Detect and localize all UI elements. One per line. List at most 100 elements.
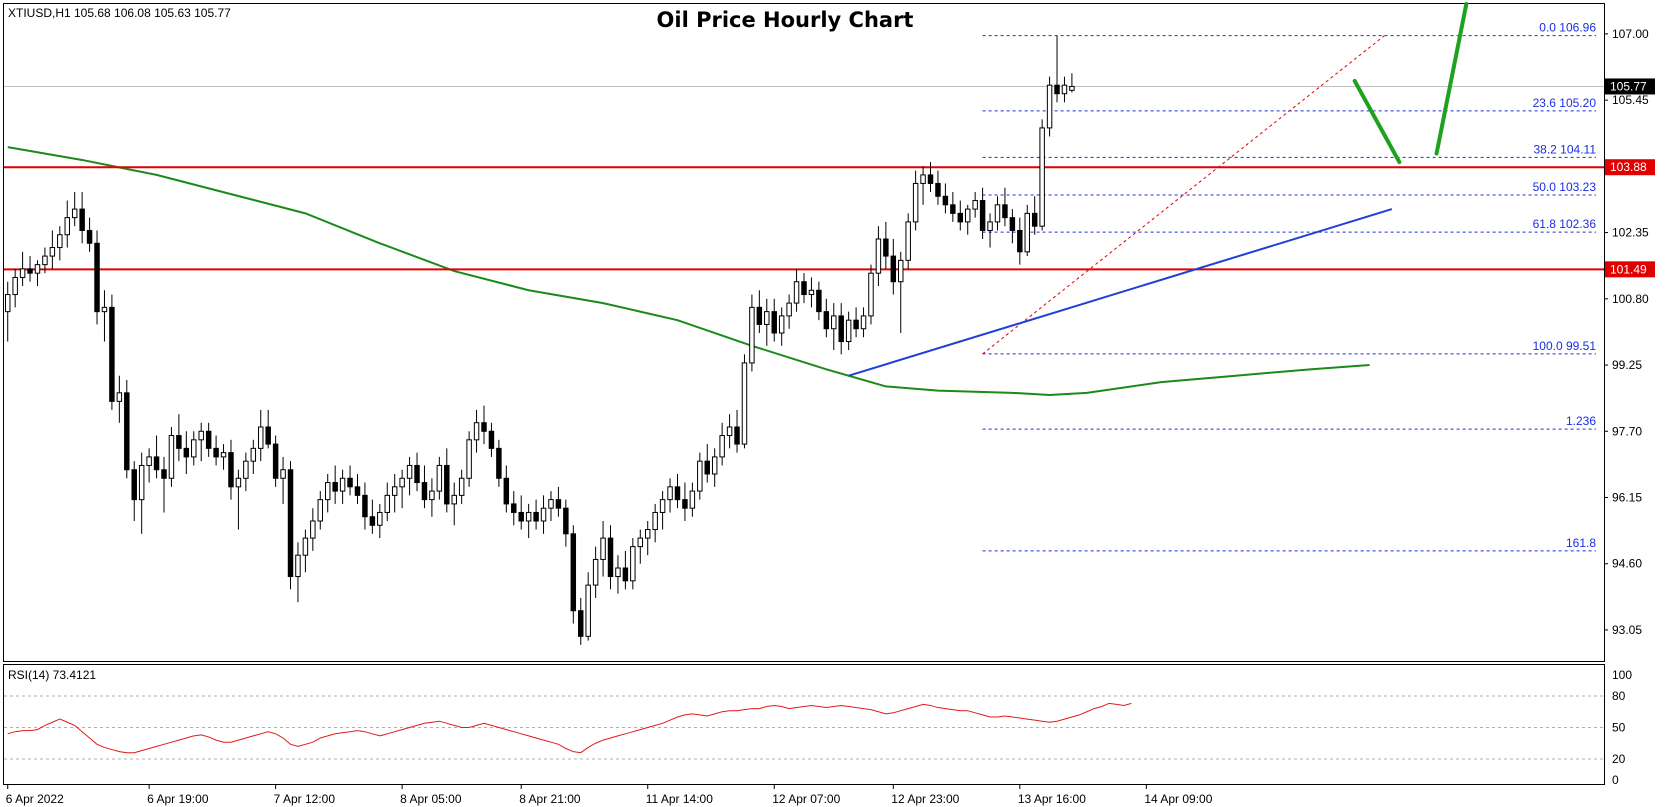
candle[interactable] bbox=[1017, 217, 1023, 265]
candle[interactable] bbox=[868, 264, 874, 325]
candle[interactable] bbox=[473, 409, 480, 453]
candle[interactable] bbox=[808, 277, 815, 308]
candle[interactable] bbox=[71, 192, 78, 227]
price-pane[interactable] bbox=[3, 3, 1605, 662]
candle[interactable] bbox=[883, 221, 889, 269]
candle[interactable] bbox=[414, 452, 420, 492]
candle[interactable] bbox=[563, 499, 569, 547]
candle[interactable] bbox=[1069, 73, 1075, 93]
candle[interactable] bbox=[793, 268, 800, 312]
candle[interactable] bbox=[302, 529, 309, 573]
candle[interactable] bbox=[957, 200, 964, 231]
candle[interactable] bbox=[332, 465, 338, 504]
candle[interactable] bbox=[295, 542, 301, 603]
candle[interactable] bbox=[205, 422, 212, 457]
candle[interactable] bbox=[540, 495, 547, 534]
candle[interactable] bbox=[488, 422, 495, 457]
candle[interactable] bbox=[600, 521, 606, 577]
candle[interactable] bbox=[801, 273, 807, 304]
candle[interactable] bbox=[853, 307, 859, 338]
candle[interactable] bbox=[198, 422, 204, 462]
candle[interactable] bbox=[659, 491, 666, 530]
candle[interactable] bbox=[622, 550, 629, 590]
candle[interactable] bbox=[243, 452, 249, 492]
candle[interactable] bbox=[592, 546, 599, 598]
candle[interactable] bbox=[354, 474, 361, 504]
candle[interactable] bbox=[749, 294, 755, 372]
candle[interactable] bbox=[771, 298, 777, 342]
candle[interactable] bbox=[109, 294, 115, 410]
candle[interactable] bbox=[161, 456, 167, 513]
candle[interactable] bbox=[875, 226, 882, 286]
candle[interactable] bbox=[845, 311, 852, 351]
candle[interactable] bbox=[310, 508, 316, 551]
candle[interactable] bbox=[630, 538, 636, 590]
candle[interactable] bbox=[511, 491, 517, 526]
candle[interactable] bbox=[1054, 35, 1060, 103]
candle[interactable] bbox=[518, 495, 524, 530]
candle[interactable] bbox=[79, 192, 85, 244]
candle[interactable] bbox=[741, 354, 748, 449]
candle[interactable] bbox=[905, 213, 911, 269]
candle[interactable] bbox=[942, 183, 949, 214]
candle[interactable] bbox=[444, 448, 450, 513]
candle[interactable] bbox=[19, 251, 26, 286]
candle[interactable] bbox=[124, 380, 130, 479]
candle[interactable] bbox=[935, 170, 941, 205]
candle[interactable] bbox=[429, 478, 435, 517]
candle[interactable] bbox=[116, 375, 123, 423]
candle[interactable] bbox=[831, 303, 837, 351]
candle[interactable] bbox=[756, 290, 763, 333]
candle[interactable] bbox=[555, 486, 562, 517]
candle[interactable] bbox=[146, 448, 152, 483]
candle[interactable] bbox=[138, 452, 145, 534]
candle[interactable] bbox=[823, 298, 830, 338]
candle[interactable] bbox=[533, 499, 539, 530]
candle[interactable] bbox=[898, 251, 904, 333]
candle[interactable] bbox=[689, 482, 696, 517]
candle[interactable] bbox=[1009, 209, 1016, 244]
candle[interactable] bbox=[362, 482, 368, 530]
candle[interactable] bbox=[384, 482, 390, 521]
candle[interactable] bbox=[176, 414, 182, 462]
candle[interactable] bbox=[1031, 196, 1038, 235]
candle[interactable] bbox=[235, 469, 242, 530]
candle[interactable] bbox=[525, 503, 532, 539]
candle[interactable] bbox=[280, 456, 286, 504]
candle[interactable] bbox=[697, 452, 703, 500]
candle[interactable] bbox=[265, 409, 271, 449]
candle[interactable] bbox=[615, 555, 621, 594]
candle[interactable] bbox=[213, 435, 219, 466]
candle[interactable] bbox=[250, 439, 257, 474]
candle[interactable] bbox=[1024, 204, 1030, 257]
candle[interactable] bbox=[153, 435, 160, 479]
candle[interactable] bbox=[4, 281, 11, 342]
candle[interactable] bbox=[436, 456, 443, 500]
candle[interactable] bbox=[682, 482, 688, 521]
candle[interactable] bbox=[466, 431, 472, 487]
candle[interactable] bbox=[317, 491, 324, 530]
candle[interactable] bbox=[339, 469, 346, 504]
candle[interactable] bbox=[220, 444, 227, 470]
candle[interactable] bbox=[972, 192, 978, 218]
candle[interactable] bbox=[711, 448, 718, 487]
rsi-pane[interactable] bbox=[3, 664, 1605, 785]
candle[interactable] bbox=[987, 213, 993, 248]
candle[interactable] bbox=[42, 247, 48, 274]
candle[interactable] bbox=[764, 298, 770, 346]
candle[interactable] bbox=[287, 461, 294, 590]
candle[interactable] bbox=[920, 166, 926, 205]
candle[interactable] bbox=[503, 465, 510, 513]
candle[interactable] bbox=[652, 503, 658, 543]
candle[interactable] bbox=[228, 439, 234, 500]
candle[interactable] bbox=[1061, 76, 1068, 103]
candle[interactable] bbox=[860, 307, 867, 338]
candle[interactable] bbox=[1046, 76, 1053, 137]
candle[interactable] bbox=[324, 474, 331, 513]
candle[interactable] bbox=[272, 435, 279, 487]
candle[interactable] bbox=[258, 409, 264, 462]
candle[interactable] bbox=[607, 525, 614, 590]
candle[interactable] bbox=[786, 294, 792, 329]
candle[interactable] bbox=[64, 200, 70, 248]
